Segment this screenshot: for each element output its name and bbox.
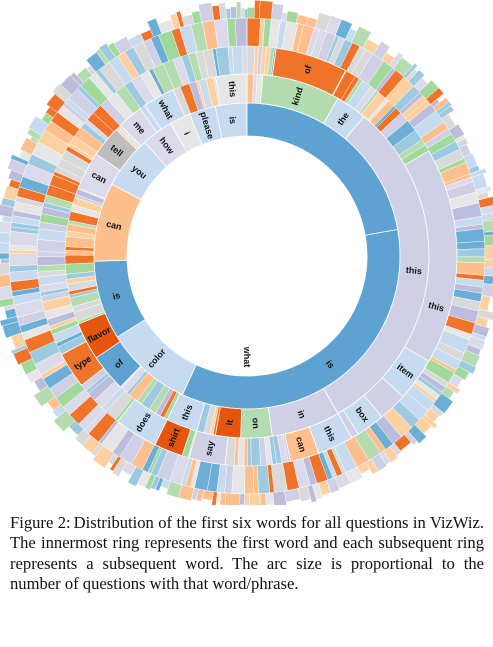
- noise-wedge: [247, 46, 255, 74]
- noise-wedge: [247, 18, 261, 46]
- figure-caption: Figure 2: Distribution of the first six w…: [10, 513, 484, 595]
- arc-word-label: on: [250, 418, 261, 430]
- caption-label: Figure 2:: [10, 513, 71, 532]
- noise-wedge: [485, 260, 493, 269]
- noise-wedge: [248, 438, 252, 466]
- noise-wedge: [37, 257, 65, 266]
- noise-wedge: [65, 255, 94, 264]
- noise-wedge: [230, 7, 237, 19]
- noise-wedge: [9, 253, 37, 265]
- noise-wedge: [0, 253, 9, 259]
- noise-wedge: [482, 219, 493, 232]
- noise-wedge: [245, 494, 250, 505]
- noise-wedge: [483, 276, 493, 285]
- noise-wedge: [485, 245, 493, 259]
- arc-word-label: what: [242, 346, 252, 368]
- noise-wedge: [484, 235, 493, 246]
- noise-wedge: [0, 243, 9, 254]
- arc-word-label: it: [224, 419, 235, 426]
- noise-wedge: [457, 257, 485, 263]
- noise-wedge: [457, 249, 485, 257]
- caption-text: Distribution of the first six words for …: [10, 513, 484, 593]
- noise-wedge: [265, 493, 274, 505]
- noise-wedge: [232, 46, 243, 74]
- noise-wedge: [235, 18, 247, 46]
- noise-wedge: [0, 274, 11, 287]
- noise-wedge: [245, 466, 254, 494]
- noise-wedge: [226, 8, 231, 18]
- arc-word-label: this: [227, 81, 238, 98]
- noise-wedge: [0, 263, 10, 275]
- noise-wedge: [224, 493, 240, 505]
- noise-wedge: [0, 259, 9, 263]
- noise-wedge: [244, 438, 248, 466]
- sunburst-figure: what is color can you how i please is is this kind t…: [0, 0, 493, 505]
- center-hole: [165, 174, 329, 338]
- noise-wedge: [202, 490, 214, 500]
- noise-wedge: [259, 1, 273, 20]
- noise-wedge: [260, 493, 267, 505]
- noise-wedge: [232, 466, 245, 494]
- noise-wedge: [240, 494, 245, 505]
- noise-wedge: [247, 7, 254, 18]
- noise-wedge: [242, 46, 247, 74]
- noise-wedge: [0, 221, 11, 233]
- noise-wedge: [250, 494, 261, 505]
- arc-word-label: is: [227, 116, 238, 125]
- noise-wedge: [245, 9, 247, 18]
- noise-wedge: [0, 232, 10, 243]
- noise-wedge: [37, 252, 65, 257]
- noise-wedge: [284, 488, 300, 502]
- noise-wedge: [241, 8, 245, 18]
- arc-word-label: this: [405, 265, 422, 276]
- noise-wedge: [273, 491, 287, 505]
- noise-wedge: [251, 438, 261, 466]
- noise-wedge: [236, 2, 241, 18]
